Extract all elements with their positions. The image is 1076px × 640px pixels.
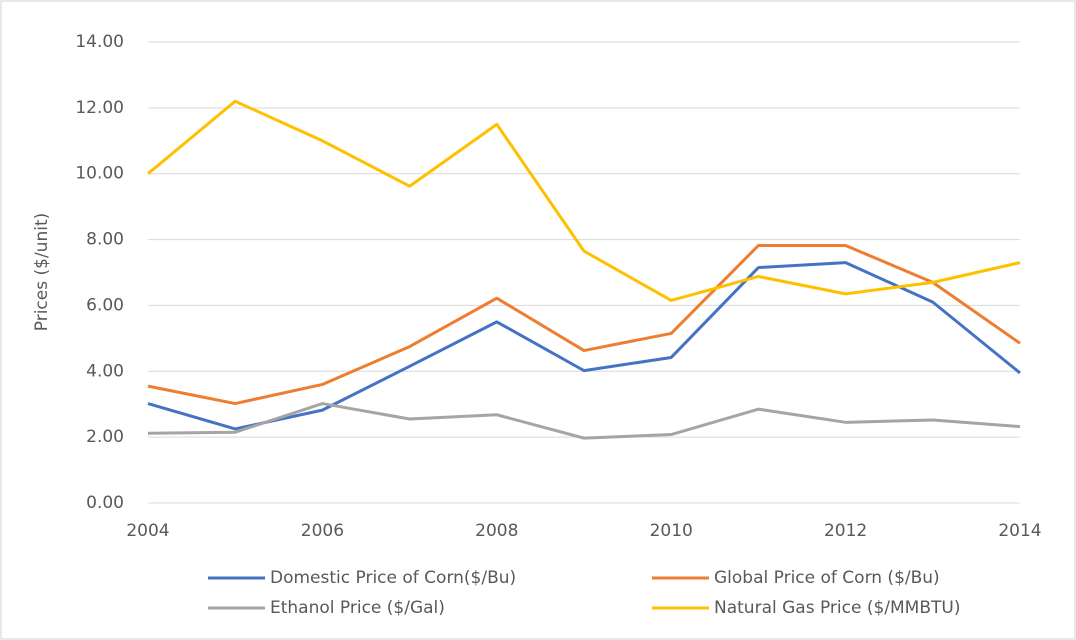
x-tick-label: 2014 bbox=[998, 521, 1041, 541]
y-tick-label: 2.00 bbox=[86, 427, 124, 447]
series-line bbox=[147, 99, 1021, 302]
y-tick-label: 10.00 bbox=[75, 164, 124, 184]
legend-label: Ethanol Price ($/Gal) bbox=[270, 598, 445, 618]
legend-label: Domestic Price of Corn($/Bu) bbox=[270, 568, 516, 588]
y-axis-label: Prices ($/unit) bbox=[32, 213, 52, 331]
y-tick-label: 0.00 bbox=[86, 493, 124, 513]
y-tick-label: 6.00 bbox=[86, 295, 124, 315]
x-tick-label: 2006 bbox=[301, 521, 344, 541]
x-tick-label: 2010 bbox=[650, 521, 693, 541]
legend-label: Natural Gas Price ($/MMBTU) bbox=[714, 598, 960, 618]
x-tick-label: 2012 bbox=[824, 521, 867, 541]
y-tick-label: 8.00 bbox=[86, 230, 124, 250]
series-line bbox=[147, 243, 1021, 406]
x-tick-label: 2008 bbox=[475, 521, 518, 541]
y-tick-label: 4.00 bbox=[86, 361, 124, 381]
x-tick-label: 2004 bbox=[126, 521, 169, 541]
y-tick-label: 14.00 bbox=[75, 32, 124, 52]
legend-label: Global Price of Corn ($/Bu) bbox=[714, 568, 940, 588]
series-line bbox=[147, 261, 1021, 431]
series-line bbox=[147, 402, 1021, 440]
y-tick-label: 12.00 bbox=[75, 98, 124, 118]
